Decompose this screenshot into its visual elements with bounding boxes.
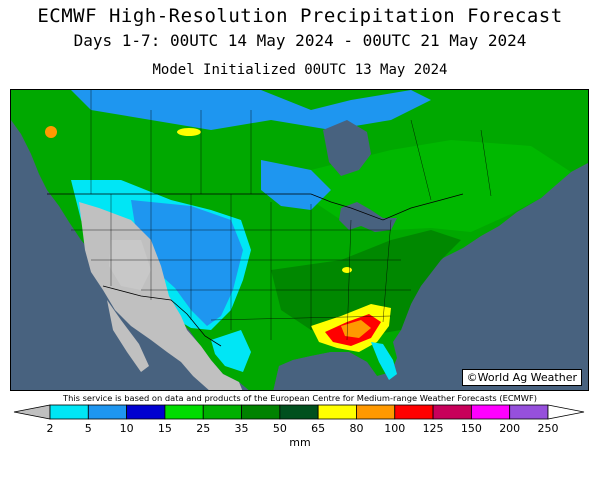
legend-tick-label: 50 bbox=[272, 422, 287, 435]
legend-tick-label: 200 bbox=[499, 422, 521, 435]
legend-swatch bbox=[356, 404, 396, 420]
legend-swatch bbox=[509, 404, 549, 420]
legend-swatch-low bbox=[13, 404, 51, 420]
legend-swatch bbox=[164, 404, 204, 420]
legend-tick-label: 100 bbox=[384, 422, 406, 435]
copyright-label: ©World Ag Weather bbox=[461, 369, 582, 386]
cyan-great-lakes bbox=[261, 160, 331, 210]
legend-tick-label: 150 bbox=[460, 422, 482, 435]
state-borders bbox=[71, 194, 411, 341]
map-canvas bbox=[11, 90, 588, 390]
legend-swatch bbox=[202, 404, 242, 420]
dry-southwest-inner bbox=[109, 240, 151, 290]
us-mexico-border bbox=[102, 285, 222, 347]
legend-units: mm bbox=[289, 436, 311, 449]
legend-swatch bbox=[394, 404, 434, 420]
green-east-north bbox=[311, 140, 571, 232]
legend-tick-label: 35 bbox=[234, 422, 249, 435]
model-initialized: Model Initialized 00UTC 13 May 2024 bbox=[152, 62, 448, 78]
precip-spot-saskatchewan bbox=[177, 128, 201, 136]
legend-tick-label: 2 bbox=[46, 422, 54, 435]
ecmwf-disclaimer: This service is based on data and produc… bbox=[63, 393, 537, 403]
legend-swatch bbox=[126, 404, 166, 420]
forecast-period: Days 1-7: 00UTC 14 May 2024 - 00UTC 21 M… bbox=[73, 31, 527, 50]
province-borders bbox=[90, 90, 492, 201]
legend-tick-label: 25 bbox=[196, 422, 211, 435]
legend-swatch bbox=[279, 404, 319, 420]
legend-swatch-high bbox=[547, 404, 585, 420]
legend-tick-label: 10 bbox=[119, 422, 134, 435]
hudson-bay bbox=[323, 120, 371, 176]
precipitation-map: ©World Ag Weather bbox=[10, 89, 589, 391]
precip-spot-west-coast bbox=[45, 126, 57, 138]
legend-tick-label: 15 bbox=[157, 422, 172, 435]
great-lakes bbox=[339, 202, 397, 232]
us-canada-border bbox=[47, 193, 464, 221]
legend-tick-label: 250 bbox=[537, 422, 559, 435]
dry-baja bbox=[107, 300, 149, 372]
legend-swatch bbox=[432, 404, 472, 420]
legend-swatch bbox=[49, 404, 89, 420]
blue-central bbox=[131, 200, 243, 326]
legend-swatch bbox=[470, 404, 511, 420]
cyan-mexico bbox=[211, 330, 251, 372]
green-east bbox=[271, 230, 461, 340]
legend-tick-label: 80 bbox=[349, 422, 364, 435]
florida bbox=[371, 342, 397, 380]
legend-tick-label: 125 bbox=[422, 422, 444, 435]
legend-swatch bbox=[87, 404, 128, 420]
gulf-of-mexico bbox=[273, 352, 377, 390]
legend-tick-label: 5 bbox=[84, 422, 92, 435]
map-title: ECMWF High-Resolution Precipitation Fore… bbox=[37, 5, 563, 27]
legend-tick-label: 65 bbox=[311, 422, 326, 435]
precip-spot-ohio bbox=[342, 267, 352, 273]
heavy-precip-orange bbox=[341, 320, 371, 338]
legend-swatch bbox=[317, 404, 357, 420]
legend-swatch bbox=[241, 404, 281, 420]
color-legend bbox=[13, 404, 585, 420]
